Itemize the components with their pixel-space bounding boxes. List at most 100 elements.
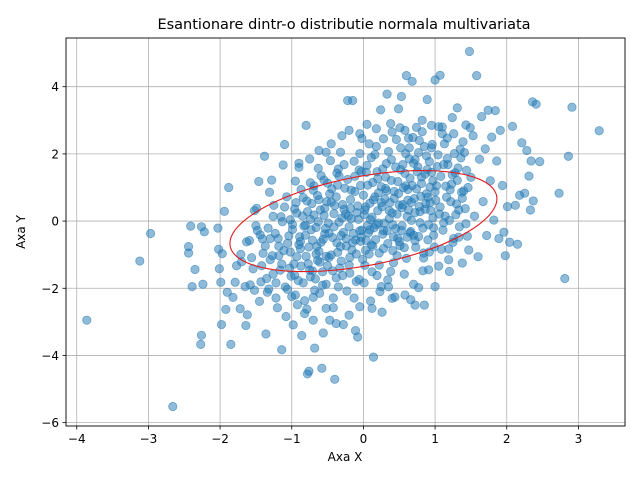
data-point	[311, 222, 321, 233]
data-point	[353, 201, 363, 211]
data-point	[368, 241, 378, 251]
confidence-ellipse-layer	[229, 170, 498, 273]
data-point	[535, 157, 545, 167]
data-point	[387, 127, 397, 137]
data-point	[418, 266, 428, 276]
data-point	[339, 204, 349, 214]
data-point	[376, 198, 386, 208]
data-point	[342, 286, 352, 296]
data-point	[502, 202, 513, 212]
data-point	[367, 303, 377, 314]
data-point	[499, 227, 509, 237]
data-point	[258, 248, 268, 258]
data-point	[302, 207, 313, 217]
x-tick-label: 2	[503, 432, 511, 446]
data-point	[267, 175, 277, 185]
data-point	[277, 217, 288, 227]
data-point	[391, 223, 401, 234]
data-point	[464, 46, 475, 57]
data-point	[378, 164, 388, 174]
data-point	[344, 310, 354, 320]
data-point	[379, 218, 389, 228]
data-point	[458, 137, 468, 147]
data-point	[310, 343, 320, 353]
data-point	[82, 315, 92, 325]
data-point	[410, 235, 420, 246]
data-point	[492, 156, 502, 166]
data-point	[230, 277, 240, 287]
data-point	[290, 290, 300, 300]
data-point	[145, 228, 156, 239]
data-point	[285, 247, 295, 257]
data-point	[435, 70, 445, 80]
data-point	[294, 162, 304, 172]
data-point	[465, 123, 475, 133]
data-point	[291, 198, 301, 208]
data-point	[402, 211, 412, 221]
data-point	[326, 139, 336, 149]
data-point	[426, 167, 437, 177]
data-point	[362, 160, 372, 170]
data-point	[337, 213, 347, 223]
data-point	[135, 256, 145, 266]
data-point	[522, 145, 532, 156]
data-point	[444, 244, 454, 254]
plot-frame	[65, 37, 626, 427]
data-point	[434, 261, 444, 271]
data-point	[426, 120, 437, 130]
data-point	[317, 280, 328, 290]
data-point	[407, 76, 417, 86]
data-point	[490, 105, 500, 116]
data-point	[489, 215, 499, 225]
data-point	[345, 252, 355, 262]
y-tick-label: −4	[41, 349, 59, 363]
data-point	[277, 259, 287, 269]
data-point	[292, 300, 303, 310]
data-point	[386, 155, 396, 165]
x-tick-label: −2	[211, 432, 229, 446]
data-point	[367, 267, 377, 277]
data-point	[531, 99, 541, 109]
data-point	[410, 300, 420, 310]
data-point	[415, 218, 425, 228]
data-point	[464, 245, 474, 255]
data-point	[319, 210, 329, 220]
data-point	[344, 222, 354, 232]
data-point	[510, 200, 520, 210]
data-point	[388, 246, 398, 256]
data-point	[374, 260, 384, 270]
data-point	[406, 197, 417, 207]
data-point	[433, 150, 443, 160]
data-point	[376, 281, 386, 292]
data-point	[217, 249, 227, 259]
data-point	[355, 148, 365, 159]
data-point	[308, 315, 318, 325]
data-point	[249, 285, 260, 295]
data-point	[329, 222, 339, 232]
data-point	[381, 186, 391, 196]
data-point	[365, 225, 375, 235]
data-point	[427, 139, 437, 150]
data-point	[391, 134, 401, 145]
x-tick-label: 0	[360, 432, 368, 446]
data-point	[364, 139, 374, 149]
data-point	[287, 219, 298, 230]
data-point	[317, 267, 328, 277]
data-point	[397, 203, 407, 213]
data-point	[213, 223, 223, 233]
data-point	[278, 160, 288, 170]
data-point	[267, 251, 277, 261]
data-point	[334, 171, 344, 181]
data-point	[442, 153, 452, 164]
data-point	[437, 129, 447, 139]
y-axis-ticks: −6 −4 −2 0 2 4	[41, 80, 66, 430]
y-tick-label: −2	[41, 282, 59, 296]
data-point	[282, 238, 293, 248]
data-point	[301, 120, 311, 130]
data-point	[328, 293, 338, 303]
data-point	[560, 273, 570, 284]
data-point	[444, 266, 455, 277]
data-point	[300, 230, 310, 240]
data-point	[480, 144, 490, 154]
data-point	[321, 251, 331, 261]
